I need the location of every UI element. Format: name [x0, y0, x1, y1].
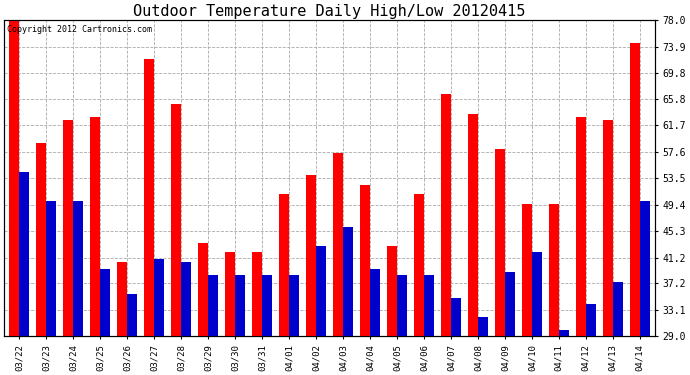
Bar — [424, 275, 434, 336]
Bar — [73, 201, 83, 336]
Bar — [170, 104, 181, 336]
Bar — [505, 272, 515, 336]
Bar — [522, 204, 532, 336]
Bar — [495, 149, 505, 336]
Bar — [386, 246, 397, 336]
Bar — [575, 117, 586, 336]
Bar — [413, 195, 424, 336]
Bar — [19, 172, 29, 336]
Bar — [117, 262, 127, 336]
Bar — [9, 20, 19, 336]
Title: Outdoor Temperature Daily High/Low 20120415: Outdoor Temperature Daily High/Low 20120… — [133, 4, 526, 19]
Bar — [549, 204, 559, 336]
Bar — [397, 275, 407, 336]
Bar — [208, 275, 218, 336]
Bar — [316, 246, 326, 336]
Bar — [63, 120, 73, 336]
Bar — [333, 153, 343, 336]
Bar — [198, 243, 208, 336]
Bar — [306, 175, 316, 336]
Bar — [181, 262, 191, 336]
Bar — [586, 304, 596, 336]
Bar — [100, 268, 110, 336]
Text: Copyright 2012 Cartronics.com: Copyright 2012 Cartronics.com — [8, 25, 152, 34]
Bar — [235, 275, 245, 336]
Bar — [478, 317, 488, 336]
Bar — [90, 117, 100, 336]
Bar — [441, 94, 451, 336]
Bar — [262, 275, 273, 336]
Bar — [36, 143, 46, 336]
Bar — [144, 59, 154, 336]
Bar — [613, 282, 623, 336]
Bar — [46, 201, 57, 336]
Bar — [279, 195, 289, 336]
Bar — [468, 114, 478, 336]
Bar — [252, 252, 262, 336]
Bar — [451, 298, 461, 336]
Bar — [343, 227, 353, 336]
Bar — [154, 259, 164, 336]
Bar — [225, 252, 235, 336]
Bar — [602, 120, 613, 336]
Bar — [559, 330, 569, 336]
Bar — [127, 294, 137, 336]
Bar — [370, 268, 380, 336]
Bar — [640, 201, 650, 336]
Bar — [359, 185, 370, 336]
Bar — [629, 43, 640, 336]
Bar — [532, 252, 542, 336]
Bar — [289, 275, 299, 336]
